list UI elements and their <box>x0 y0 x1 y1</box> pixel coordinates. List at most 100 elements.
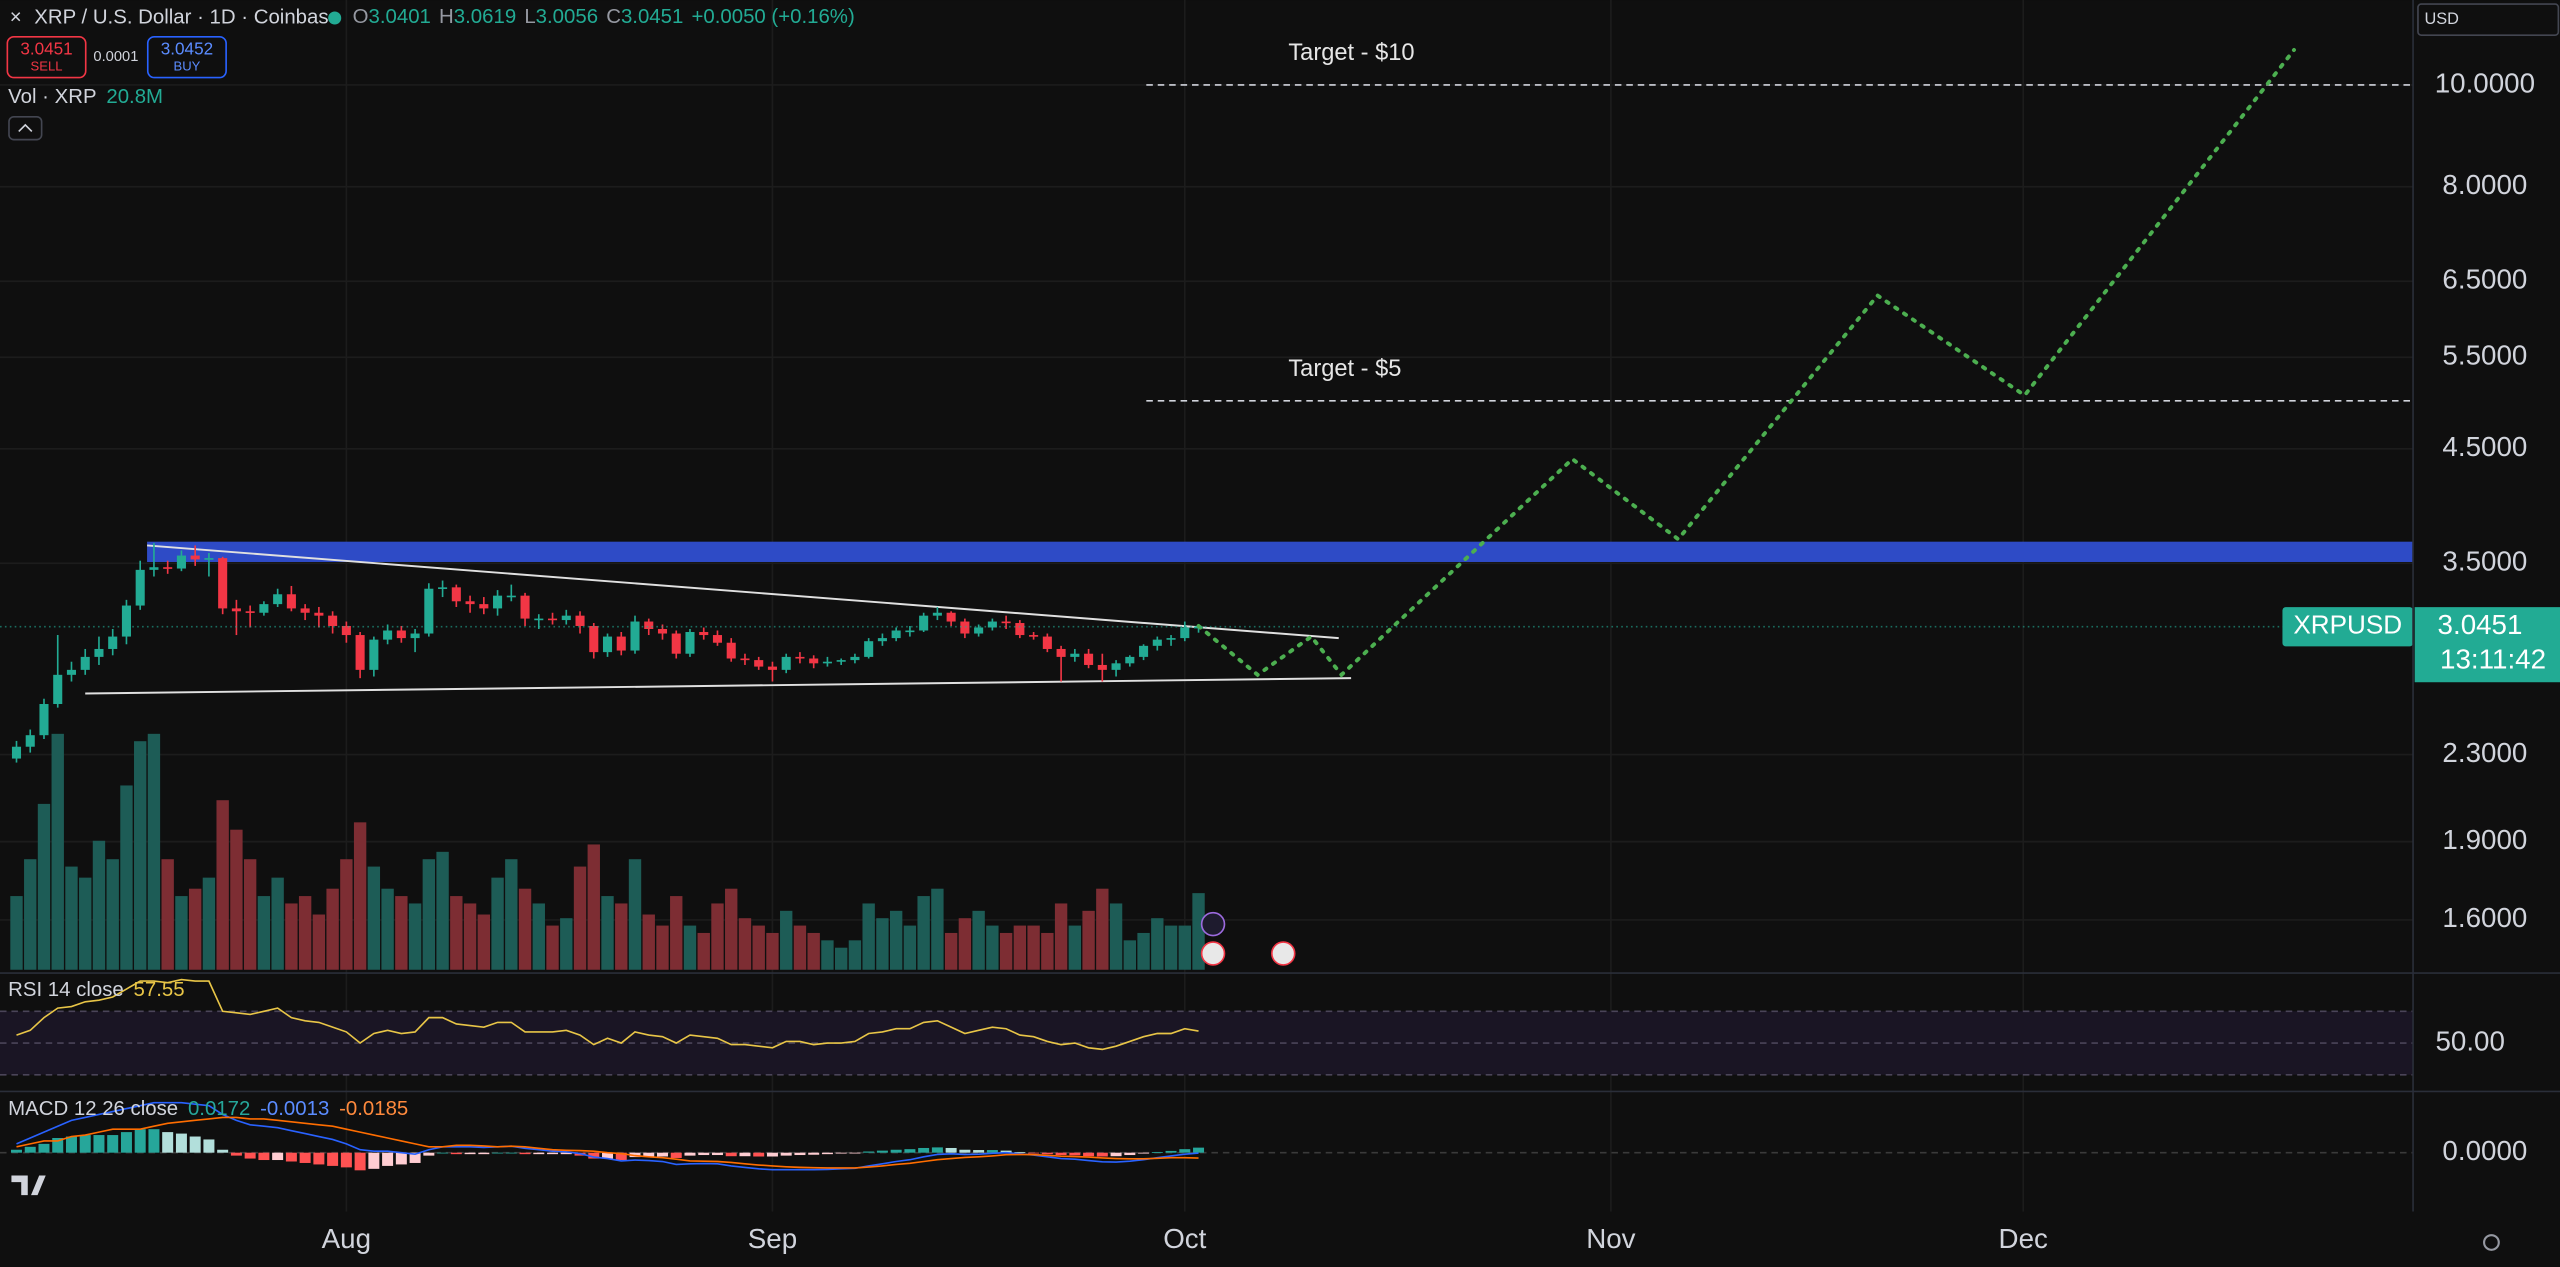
macd-histogram-bar <box>1014 1152 1026 1153</box>
change: +0.0050 (+0.16%) <box>691 6 854 28</box>
candle-body <box>561 615 571 621</box>
volume-bar <box>422 859 436 970</box>
volume-bar <box>821 940 834 970</box>
candle-body <box>1097 664 1107 670</box>
candle-body <box>1015 623 1025 636</box>
macd-histogram-bar <box>1165 1150 1177 1153</box>
macd-histogram-bar <box>120 1132 132 1153</box>
candle-body <box>836 660 846 662</box>
settings-icon[interactable] <box>2483 1234 2500 1251</box>
candle-body <box>438 587 448 589</box>
ohlc-value: 3.0619 <box>454 6 516 28</box>
volume-bar <box>491 877 504 970</box>
collapse-button[interactable] <box>8 115 43 141</box>
volume-bar <box>573 866 587 970</box>
volume-bar <box>862 903 875 970</box>
volume-bar <box>161 859 174 970</box>
volume-bar <box>477 914 491 970</box>
candle-body <box>190 555 200 560</box>
macd-histogram-bar <box>313 1152 325 1165</box>
volume-bar <box>120 785 133 970</box>
volume-bar <box>134 741 147 970</box>
candle-body <box>328 615 338 626</box>
currency-select[interactable] <box>2417 3 2560 36</box>
candle-body <box>66 669 77 675</box>
sell-label: SELL <box>31 58 63 73</box>
macd-histogram-bar <box>1124 1152 1136 1156</box>
y-tick-label: 6.5000 <box>2442 264 2527 295</box>
candle-body <box>1111 663 1121 670</box>
macd-histogram-bar <box>423 1152 435 1156</box>
macd-histogram-bar <box>464 1152 476 1155</box>
macd-histogram-bar <box>918 1147 930 1153</box>
macd-histogram-bar <box>1069 1152 1081 1156</box>
close-icon[interactable]: × <box>10 6 22 28</box>
y-tick-label: 4.5000 <box>2442 431 2527 462</box>
volume-bar <box>1178 925 1191 970</box>
volume-bar <box>79 877 92 970</box>
macd-histogram-bar <box>904 1149 916 1153</box>
symbol-badge <box>2282 607 2414 647</box>
volume-bar <box>546 925 559 970</box>
candle-body <box>369 639 379 670</box>
volume-bar <box>738 918 752 970</box>
axes: Aug Sep Oct Nov Dec 1.6000 1.9000 2.3000 3.5000 4… <box>322 40 2560 1254</box>
event-icon[interactable] <box>1271 941 1296 966</box>
ohlc-value: 3.0401 <box>369 6 431 28</box>
candle-body <box>121 605 131 637</box>
y-tick-label: 1.9000 <box>2442 824 2527 855</box>
volume-bar <box>450 896 463 970</box>
candle-body <box>960 621 970 634</box>
macd-histogram-bar <box>849 1152 861 1154</box>
macd-histogram-bar <box>1083 1152 1095 1157</box>
buy-button[interactable] <box>146 35 227 79</box>
candle-body <box>1180 627 1190 639</box>
macd-histogram-bar <box>505 1152 517 1154</box>
macd-histogram-bar <box>203 1139 215 1153</box>
candle-body <box>974 627 984 634</box>
macd-histogram-bar <box>1028 1152 1040 1154</box>
volume-bar <box>1068 925 1082 970</box>
candle-body <box>11 746 22 759</box>
candle-body <box>135 569 145 606</box>
event-icon[interactable] <box>1200 911 1226 937</box>
volume-bar <box>1137 932 1150 970</box>
macd-histogram-bar <box>450 1152 462 1155</box>
volume-bar <box>285 903 298 970</box>
volume-bar <box>51 733 64 970</box>
macd-histogram-bar <box>175 1133 187 1153</box>
macd-histogram-bar <box>1110 1152 1122 1157</box>
macd-histogram-bar <box>409 1152 421 1163</box>
event-icon[interactable] <box>1200 941 1226 966</box>
macd-histogram-bar <box>986 1150 998 1153</box>
macd-histogram-bar <box>959 1149 971 1153</box>
y-tick-label: 50.00 <box>2435 1025 2504 1056</box>
candle-body <box>1166 638 1176 640</box>
sell-button[interactable] <box>6 35 87 79</box>
volume-bar <box>972 910 985 970</box>
volume-bar <box>92 840 106 970</box>
macd-histogram-bar <box>739 1152 751 1157</box>
candle-body <box>548 618 558 621</box>
volume-last: 20.8M <box>106 86 163 108</box>
candle-body <box>644 621 654 629</box>
volume-bar <box>793 925 807 970</box>
candle-body <box>616 636 626 651</box>
macd-histogram-bar <box>670 1152 682 1158</box>
macd-histogram-bar <box>437 1152 449 1154</box>
volume-bar <box>353 822 367 970</box>
macd-histogram-bar <box>340 1152 352 1168</box>
macd-histogram-bar <box>890 1149 902 1153</box>
macd-histogram-bar <box>244 1152 256 1159</box>
macd-histogram-bar <box>973 1150 985 1153</box>
volume-bar <box>944 932 958 970</box>
volume-bar <box>1164 925 1178 970</box>
ohlc-key: C <box>606 6 621 28</box>
macd-histogram-bar <box>230 1152 242 1156</box>
macd-histogram-bar <box>93 1135 105 1153</box>
candle-body <box>204 558 214 560</box>
macd-histogram-bar <box>395 1152 407 1165</box>
candle-body <box>396 630 406 639</box>
volume-bar <box>958 918 972 970</box>
